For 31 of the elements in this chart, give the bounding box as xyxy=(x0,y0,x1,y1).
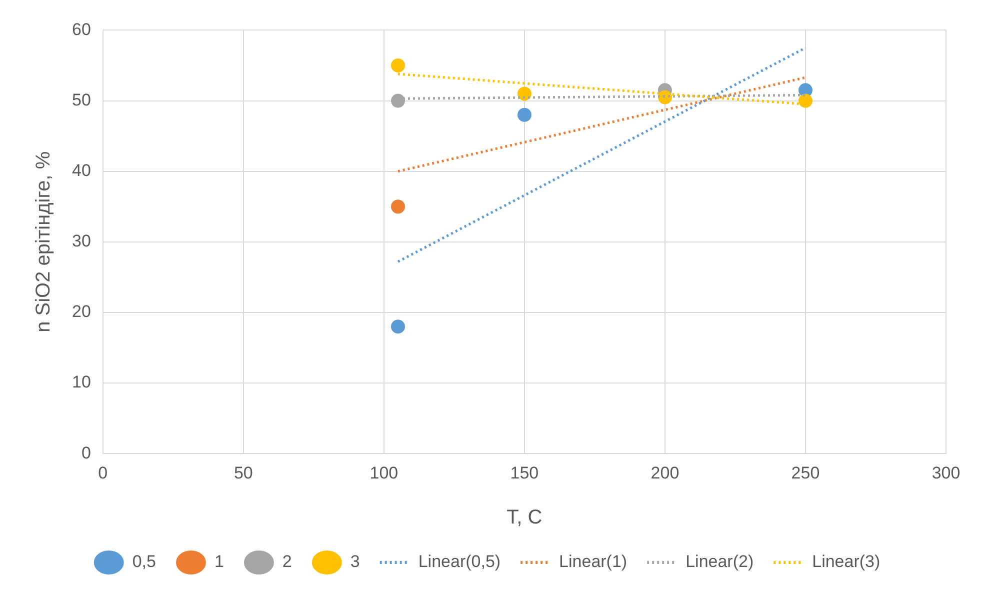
legend-label: Linear(0,5) xyxy=(418,552,501,572)
point xyxy=(798,94,812,108)
x-tick-label: 100 xyxy=(370,463,398,482)
y-tick-label: 20 xyxy=(72,302,91,322)
point xyxy=(390,200,405,214)
point xyxy=(390,58,405,72)
y-axis-title: n SiO2 ерітіндіге, % xyxy=(32,151,55,332)
legend-label: 0,5 xyxy=(132,552,156,572)
x-tick-label: 50 xyxy=(234,463,253,482)
point xyxy=(390,94,405,108)
x-tick-label: 300 xyxy=(932,463,960,482)
x-tick-label: 200 xyxy=(650,463,680,482)
legend-label: Linear(3) xyxy=(812,552,880,572)
y-tick-label: 30 xyxy=(72,232,91,251)
legend-label: Linear(2) xyxy=(686,552,754,572)
legend-label: 3 xyxy=(350,552,360,572)
y-tick-label: 10 xyxy=(72,372,91,392)
x-tick-label: 0 xyxy=(98,463,108,482)
legend-label: 2 xyxy=(282,552,292,572)
legend-label: 1 xyxy=(214,552,224,572)
x-tick-label: 150 xyxy=(510,463,539,482)
y-tick-label: 40 xyxy=(72,161,91,180)
point xyxy=(390,320,405,334)
point xyxy=(517,108,532,122)
point xyxy=(517,86,532,101)
x-axis-title: T, C xyxy=(506,506,542,529)
y-tick-label: 0 xyxy=(81,443,91,462)
legend-label: Linear(1) xyxy=(559,552,628,572)
y-tick-label: 60 xyxy=(72,20,91,39)
y-tick-label: 50 xyxy=(72,90,91,110)
x-tick-label: 250 xyxy=(791,463,820,482)
